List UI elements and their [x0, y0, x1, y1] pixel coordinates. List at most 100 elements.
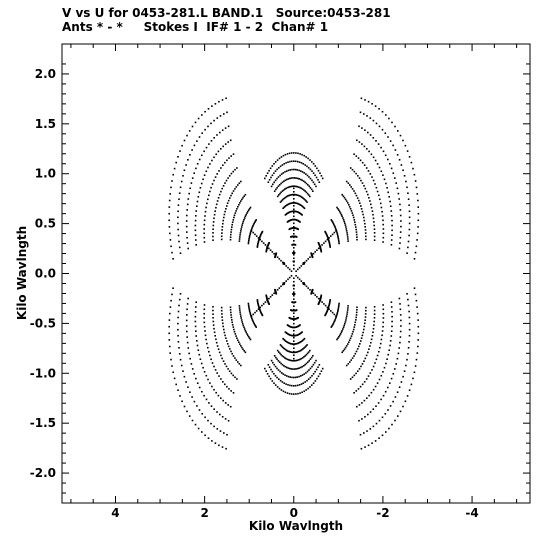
uv-point	[378, 350, 380, 353]
uv-point	[302, 365, 305, 367]
uv-point	[189, 154, 191, 156]
uv-point	[188, 415, 191, 417]
uv-point	[222, 322, 224, 325]
uv-point	[179, 293, 182, 295]
uv-point	[372, 179, 375, 182]
uv-point	[252, 231, 254, 234]
uv-point	[402, 169, 404, 172]
uv-point	[189, 357, 191, 360]
uv-point	[203, 236, 206, 239]
uv-point	[181, 400, 183, 403]
uv-point	[303, 263, 305, 265]
data-points	[168, 97, 420, 450]
uv-point	[213, 213, 216, 216]
uv-point	[237, 184, 239, 186]
uv-point	[186, 330, 188, 333]
uv-point	[369, 200, 371, 202]
uv-point	[351, 212, 354, 214]
uv-point	[285, 375, 288, 377]
uv-point	[240, 226, 243, 228]
uv-point	[198, 353, 201, 356]
uv-point	[293, 340, 295, 342]
uv-point	[408, 310, 410, 313]
uv-point	[195, 330, 197, 332]
uv-point	[168, 219, 170, 222]
uv-point	[224, 418, 227, 420]
uv-point	[276, 195, 279, 198]
uv-point	[410, 161, 413, 164]
uv-point	[367, 413, 369, 416]
uv-point	[369, 372, 372, 374]
uv-point	[293, 243, 295, 246]
uv-point	[265, 370, 267, 372]
uv-point	[207, 437, 210, 439]
uv-point	[370, 341, 372, 344]
uv-point	[344, 224, 347, 226]
uv-point	[191, 368, 194, 370]
uv-point	[295, 202, 297, 204]
uv-point	[206, 202, 208, 205]
uv-point	[204, 416, 206, 419]
uv-point	[340, 331, 343, 334]
uv-point	[415, 299, 418, 302]
uv-point	[187, 386, 189, 388]
uv-point	[229, 348, 231, 350]
uv-point	[213, 365, 215, 368]
uv-point	[399, 209, 402, 211]
uv-point	[400, 381, 403, 383]
uv-point	[196, 140, 198, 142]
uv-point	[294, 384, 297, 387]
uv-point	[398, 198, 400, 200]
uv-point	[178, 304, 180, 307]
uv-point	[249, 206, 252, 209]
uv-point	[285, 187, 287, 190]
uv-point	[210, 186, 212, 189]
uv-point	[183, 139, 186, 142]
uv-point	[297, 186, 300, 188]
uv-point	[361, 210, 364, 213]
uv-point	[282, 356, 285, 358]
uv-point	[287, 266, 289, 269]
uv-point	[293, 312, 295, 314]
uv-point	[230, 316, 233, 319]
uv-point	[311, 384, 313, 386]
uv-point	[355, 194, 358, 197]
uv-point	[372, 425, 375, 428]
uv-point	[293, 376, 295, 379]
uv-point	[305, 156, 307, 158]
uv-point	[295, 236, 298, 238]
uv-point	[261, 230, 264, 233]
uv-point	[388, 349, 390, 351]
uv-point	[373, 224, 375, 227]
uv-point	[230, 390, 232, 392]
uv-point	[290, 152, 293, 154]
uv-point	[204, 330, 206, 332]
uv-point	[297, 152, 299, 155]
uv-point	[239, 311, 241, 313]
y-axis: 2.01.51.00.50.0-0.5-1.0-1.5-2.0	[30, 63, 530, 494]
uv-point	[303, 172, 305, 174]
uv-point	[220, 238, 223, 241]
uv-point	[287, 178, 290, 180]
uv-point	[283, 180, 285, 182]
uv-point	[280, 362, 282, 365]
uv-point	[285, 280, 287, 282]
uv-point	[254, 311, 256, 314]
uv-point	[337, 234, 339, 237]
uv-point	[252, 223, 255, 226]
uv-point	[267, 364, 270, 366]
uv-point	[292, 368, 294, 370]
uv-point	[280, 285, 282, 288]
uv-point	[258, 237, 261, 239]
uv-point	[258, 238, 260, 241]
uv-point	[216, 200, 219, 202]
uv-point	[389, 140, 392, 142]
uv-point	[293, 187, 295, 190]
uv-point	[353, 326, 356, 328]
uv-point	[336, 231, 338, 234]
uv-point	[214, 369, 217, 371]
uv-point	[323, 303, 325, 305]
uv-point	[296, 367, 299, 370]
uv-point	[221, 129, 224, 131]
uv-point	[284, 188, 286, 190]
